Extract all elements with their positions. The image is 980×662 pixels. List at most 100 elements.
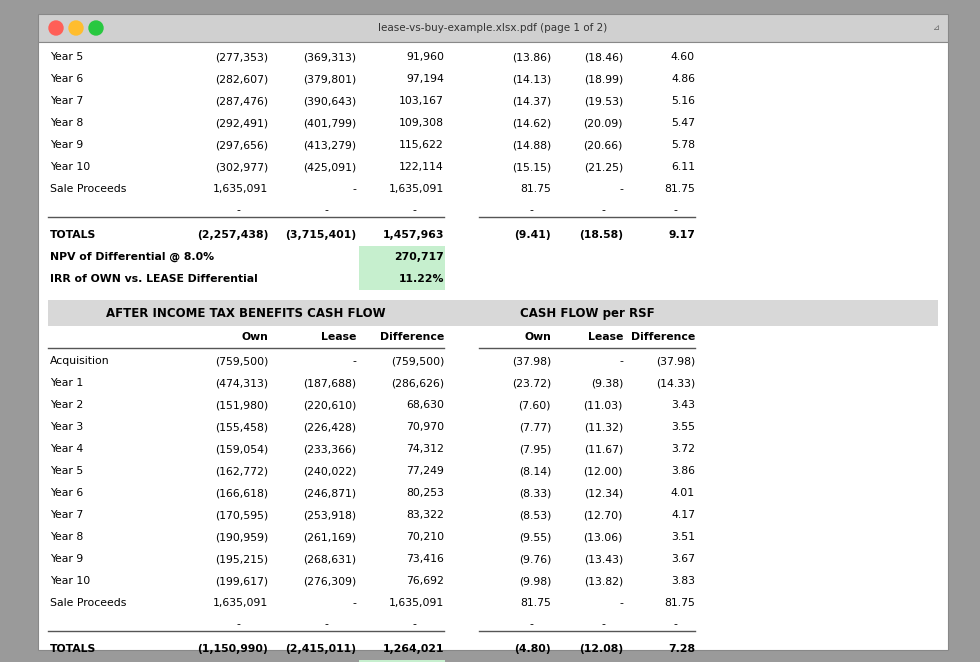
Text: 1,635,091: 1,635,091	[389, 598, 444, 608]
Text: 77,249: 77,249	[406, 466, 444, 476]
Text: (2,257,438): (2,257,438)	[197, 230, 268, 240]
Text: (11.32): (11.32)	[584, 422, 623, 432]
Text: -: -	[601, 205, 605, 215]
Text: (13.06): (13.06)	[584, 532, 623, 542]
Text: (14.37): (14.37)	[512, 96, 551, 106]
Text: Year 8: Year 8	[50, 532, 83, 542]
Text: Year 7: Year 7	[50, 510, 83, 520]
Text: AFTER INCOME TAX BENEFITS CASH FLOW: AFTER INCOME TAX BENEFITS CASH FLOW	[106, 307, 386, 320]
Text: (401,799): (401,799)	[303, 118, 356, 128]
Text: 5.47: 5.47	[671, 118, 695, 128]
Text: (379,801): (379,801)	[303, 74, 356, 84]
Text: (155,458): (155,458)	[215, 422, 268, 432]
Text: (9.38): (9.38)	[591, 378, 623, 388]
Text: (14.33): (14.33)	[656, 378, 695, 388]
Text: 97,194: 97,194	[406, 74, 444, 84]
Text: (425,091): (425,091)	[303, 162, 356, 172]
Text: (11.67): (11.67)	[584, 444, 623, 454]
Text: 1,264,021: 1,264,021	[382, 644, 444, 655]
Text: -: -	[352, 598, 356, 608]
Text: (21.25): (21.25)	[584, 162, 623, 172]
Text: (166,618): (166,618)	[215, 488, 268, 498]
Text: (292,491): (292,491)	[215, 118, 268, 128]
Text: Year 10: Year 10	[50, 576, 90, 586]
Text: 73,416: 73,416	[406, 554, 444, 564]
Text: 4.86: 4.86	[671, 74, 695, 84]
Text: Own: Own	[524, 332, 551, 342]
Text: Acquisition: Acquisition	[50, 356, 110, 366]
Text: 1,635,091: 1,635,091	[213, 184, 268, 194]
Text: 3.83: 3.83	[671, 576, 695, 586]
Text: 3.67: 3.67	[671, 554, 695, 564]
Text: (287,476): (287,476)	[215, 96, 268, 106]
Text: -: -	[352, 184, 356, 194]
Circle shape	[89, 21, 103, 35]
Text: 3.51: 3.51	[671, 532, 695, 542]
Text: -: -	[324, 205, 328, 215]
Text: Year 5: Year 5	[50, 466, 83, 476]
Text: (253,918): (253,918)	[303, 510, 356, 520]
Text: (8.53): (8.53)	[518, 510, 551, 520]
Text: 80,253: 80,253	[406, 488, 444, 498]
Text: 3.55: 3.55	[671, 422, 695, 432]
Text: 6.11: 6.11	[671, 162, 695, 172]
Text: (9.55): (9.55)	[518, 532, 551, 542]
Text: 81.75: 81.75	[520, 184, 551, 194]
Text: Own: Own	[241, 332, 268, 342]
Text: 5.16: 5.16	[671, 96, 695, 106]
Text: (759,500): (759,500)	[391, 356, 444, 366]
Text: (13.86): (13.86)	[512, 52, 551, 62]
Text: -: -	[529, 619, 533, 629]
Text: (23.72): (23.72)	[512, 378, 551, 388]
Text: (37.98): (37.98)	[512, 356, 551, 366]
Text: (14.62): (14.62)	[512, 118, 551, 128]
Text: (302,977): (302,977)	[215, 162, 268, 172]
Text: (14.13): (14.13)	[512, 74, 551, 84]
Text: 11.22%: 11.22%	[399, 274, 444, 284]
Text: 115,622: 115,622	[399, 140, 444, 150]
Text: (233,366): (233,366)	[303, 444, 356, 454]
Text: (1,150,990): (1,150,990)	[197, 644, 268, 655]
Text: Year 7: Year 7	[50, 96, 83, 106]
Text: (9.76): (9.76)	[518, 554, 551, 564]
Text: (268,631): (268,631)	[303, 554, 356, 564]
Text: (170,595): (170,595)	[215, 510, 268, 520]
Text: (20.66): (20.66)	[584, 140, 623, 150]
Bar	[359, 246, 445, 268]
Text: 76,692: 76,692	[406, 576, 444, 586]
Text: 81.75: 81.75	[664, 184, 695, 194]
Text: (474,313): (474,313)	[215, 378, 268, 388]
Text: (12.70): (12.70)	[584, 510, 623, 520]
Text: (151,980): (151,980)	[215, 401, 268, 410]
Text: 81.75: 81.75	[520, 598, 551, 608]
Text: Sale Proceeds: Sale Proceeds	[50, 184, 126, 194]
Text: (369,313): (369,313)	[303, 52, 356, 62]
Text: NPV of Differential @ 8.0%: NPV of Differential @ 8.0%	[50, 252, 214, 262]
Circle shape	[49, 21, 63, 35]
Text: 122,114: 122,114	[399, 162, 444, 172]
Text: 3.72: 3.72	[671, 444, 695, 454]
Text: Year 10: Year 10	[50, 162, 90, 172]
Text: lease-vs-buy-example.xlsx.pdf (page 1 of 2): lease-vs-buy-example.xlsx.pdf (page 1 of…	[378, 23, 608, 33]
Text: 70,210: 70,210	[406, 532, 444, 542]
Text: TOTALS: TOTALS	[50, 644, 96, 655]
Text: Difference: Difference	[631, 332, 695, 342]
Text: 4.60: 4.60	[671, 52, 695, 62]
Text: 1,457,963: 1,457,963	[382, 230, 444, 240]
Text: 109,308: 109,308	[399, 118, 444, 128]
Text: CASH FLOW per RSF: CASH FLOW per RSF	[519, 307, 655, 320]
Text: -: -	[619, 356, 623, 366]
Text: 74,312: 74,312	[406, 444, 444, 454]
Text: -: -	[236, 205, 240, 215]
Text: 4.01: 4.01	[671, 488, 695, 498]
Text: -: -	[601, 619, 605, 629]
Text: 81.75: 81.75	[664, 598, 695, 608]
Text: -: -	[673, 619, 677, 629]
Text: (3,715,401): (3,715,401)	[285, 230, 356, 240]
Circle shape	[69, 21, 83, 35]
Text: (246,871): (246,871)	[303, 488, 356, 498]
Text: (4.80): (4.80)	[514, 644, 551, 655]
Bar	[38, 14, 948, 42]
Text: Year 2: Year 2	[50, 401, 83, 410]
Text: 68,630: 68,630	[406, 401, 444, 410]
